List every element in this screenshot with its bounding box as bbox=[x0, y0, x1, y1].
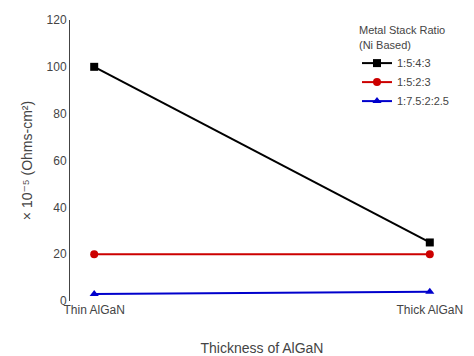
svg-text:Metal Stack Ratio(Ni Based): Metal Stack Ratio(Ni Based) bbox=[359, 24, 445, 50]
svg-text:Thickness of AlGaN: Thickness of AlGaN bbox=[201, 340, 324, 356]
svg-text:40: 40 bbox=[53, 201, 67, 215]
svg-text:0: 0 bbox=[60, 294, 67, 308]
svg-text:80: 80 bbox=[53, 107, 67, 121]
svg-text:100: 100 bbox=[47, 60, 67, 74]
svg-text:120: 120 bbox=[47, 13, 67, 27]
svg-text:60: 60 bbox=[53, 154, 67, 168]
svg-text:20: 20 bbox=[53, 247, 67, 261]
svg-text:1:5:2:3: 1:5:2:3 bbox=[397, 76, 431, 88]
svg-text:Thin AlGaN: Thin AlGaN bbox=[64, 303, 125, 317]
svg-text:1:7.5:2:2.5: 1:7.5:2:2.5 bbox=[397, 95, 449, 107]
svg-text:Thick AlGaN: Thick AlGaN bbox=[396, 303, 463, 317]
svg-text:1:5:4:3: 1:5:4:3 bbox=[397, 57, 431, 69]
svg-text:× 10⁻⁵ (Ohms-cm²): × 10⁻⁵ (Ohms-cm²) bbox=[19, 101, 35, 220]
